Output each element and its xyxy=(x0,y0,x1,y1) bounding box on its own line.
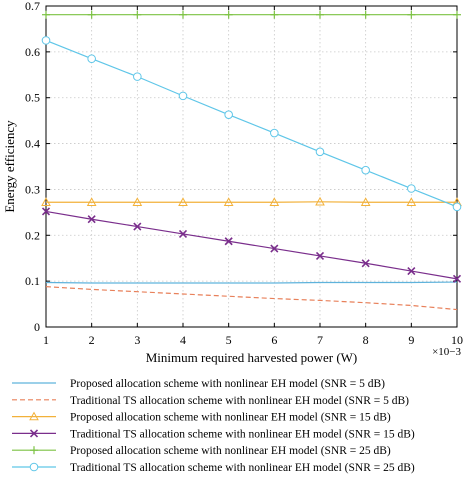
x-tick-label: 3 xyxy=(134,333,140,347)
x-tick-label: 1 xyxy=(43,333,49,347)
legend-label: Proposed allocation scheme with nonlinea… xyxy=(70,445,391,457)
legend-item: Traditional TS allocation scheme with no… xyxy=(12,462,415,474)
x-tick-label: 6 xyxy=(271,333,277,347)
x-tick-label: 8 xyxy=(363,333,369,347)
legend-item: Proposed allocation scheme with nonlinea… xyxy=(12,445,391,457)
data-point xyxy=(453,203,461,211)
y-tick-label: 0.2 xyxy=(25,228,40,242)
data-point xyxy=(134,73,142,81)
legend-item: Traditional TS allocation scheme with no… xyxy=(12,428,415,440)
legend-item: Proposed allocation scheme with nonlinea… xyxy=(12,378,385,390)
legend-label: Traditional TS allocation scheme with no… xyxy=(70,462,415,474)
data-point xyxy=(42,37,50,45)
data-point xyxy=(179,92,187,100)
legend-label: Traditional TS allocation scheme with no… xyxy=(70,428,415,440)
x-tick-label: 10 xyxy=(451,333,463,347)
data-point xyxy=(225,111,233,119)
x-tick-label: 9 xyxy=(408,333,414,347)
x-multiplier-label: ×10−3 xyxy=(432,346,461,358)
x-tick-label: 2 xyxy=(89,333,95,347)
y-tick-label: 0 xyxy=(34,320,40,334)
x-tick-label: 4 xyxy=(180,333,186,347)
data-point xyxy=(271,129,279,137)
data-point xyxy=(362,166,370,174)
legend-marker xyxy=(30,446,38,454)
y-axis-label: Energy efficiency xyxy=(2,120,17,213)
legend-label: Proposed allocation scheme with nonlinea… xyxy=(70,412,391,424)
y-tick-label: 0.3 xyxy=(25,182,40,196)
y-tick-label: 0.7 xyxy=(25,0,40,13)
data-point xyxy=(408,185,416,193)
legend-label: Traditional TS allocation scheme with no… xyxy=(70,395,409,407)
legend-item: Traditional TS allocation scheme with no… xyxy=(12,395,409,407)
y-tick-label: 0.6 xyxy=(25,45,40,59)
x-axis-label: Minimum required harvested power (W) xyxy=(146,350,358,365)
legend-marker xyxy=(30,463,38,471)
legend-label: Proposed allocation scheme with nonlinea… xyxy=(70,378,385,390)
y-tick-label: 0.4 xyxy=(25,137,40,151)
legend-item: Proposed allocation scheme with nonlinea… xyxy=(12,412,391,424)
x-tick-label: 5 xyxy=(226,333,232,347)
y-tick-label: 0.5 xyxy=(25,91,40,105)
y-tick-label: 0.1 xyxy=(25,274,40,288)
data-point xyxy=(316,148,324,156)
legend: Proposed allocation scheme with nonlinea… xyxy=(12,378,415,474)
data-point xyxy=(88,55,96,63)
plot-area xyxy=(46,6,457,327)
x-tick-label: 7 xyxy=(317,333,323,347)
